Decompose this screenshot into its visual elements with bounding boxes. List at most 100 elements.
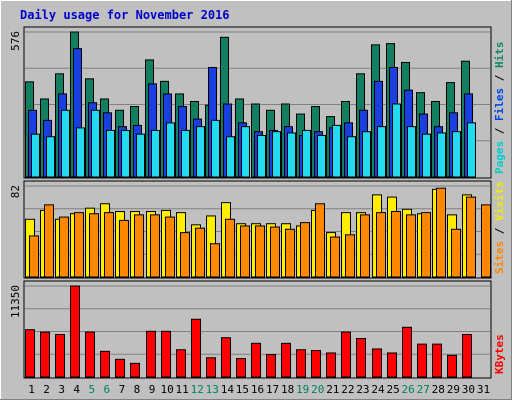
x-tick-label: 14 [221,383,235,396]
bar-kbytes-24 [372,348,382,378]
x-tick-label: 26 [402,383,415,396]
bar-kbytes-3 [55,334,65,378]
bar-pages-7 [121,129,130,178]
bar-sites-5 [89,213,99,278]
bar-pages-5 [91,109,100,178]
bar-pages-6 [106,129,115,178]
bar-sites-18 [285,228,295,278]
x-tick-label: 31 [477,383,490,396]
x-tick-label: 1 [28,383,35,396]
legend-entry: Files [493,88,506,121]
x-tick-label: 12 [191,383,204,396]
bar-sites-21 [330,236,340,278]
chart-title: Daily usage for November 2016 [20,8,230,22]
bar-pages-19 [302,129,311,178]
bar-kbytes-28 [432,343,442,378]
chart-panels: 576 Pages / Files / Hits 82 Sites / Visits 1… [9,26,506,379]
bar-kbytes-27 [417,343,427,378]
x-tick-label: 10 [160,383,173,396]
bar-pages-26 [407,126,416,178]
x-tick-label: 22 [341,383,354,396]
bar-kbytes-29 [447,354,457,378]
bar-pages-22 [347,136,356,178]
x-tick-label: 2 [43,383,50,396]
x-tick-label: 8 [134,383,141,396]
bar-kbytes-20 [311,350,321,378]
bar-pages-13 [211,119,220,178]
x-tick-label: 6 [104,383,111,396]
bar-pages-28 [437,132,446,178]
bar-sites-26 [406,214,416,278]
bar-pages-11 [181,129,190,178]
bar-sites-13 [210,243,220,278]
bar-sites-15 [240,225,250,278]
bar-sites-17 [270,226,280,278]
x-tick-label: 28 [432,383,445,396]
bar-kbytes-15 [236,358,246,378]
legend-entry: / [493,68,506,88]
bar-sites-11 [180,232,190,278]
legend-entry: Visits [493,181,506,221]
bar-sites-1 [29,235,39,278]
bar-pages-12 [196,126,205,178]
x-tick-label: 24 [371,383,385,396]
legend-hits-files-pages: Pages / Files / Hits [493,42,506,175]
bar-sites-27 [421,212,431,278]
bar-sites-24 [376,212,386,278]
panel-visits-sites: 82 Sites / Visits [9,180,506,279]
x-tick-label: 9 [149,383,156,396]
bar-kbytes-13 [206,357,216,378]
bar-sites-4 [74,212,84,278]
bar-pages-15 [241,126,250,178]
x-tick-label: 5 [88,383,95,396]
bar-pages-27 [422,133,431,178]
x-tick-label: 7 [119,383,126,396]
bar-kbytes-16 [251,342,261,378]
x-tick-label: 4 [73,383,80,396]
x-tick-label: 30 [462,383,475,396]
bar-kbytes-7 [115,358,125,378]
legend-kbytes: KBytes [493,334,506,374]
bar-kbytes-9 [146,330,156,378]
bar-kbytes-18 [281,342,291,378]
panel-kbytes: 11350 KBytes [9,280,506,379]
bar-sites-7 [119,219,129,278]
series-kbytes [25,285,472,378]
bar-kbytes-10 [161,330,171,378]
bar-sites-19 [300,222,310,278]
bar-kbytes-17 [266,354,276,378]
bar-sites-2 [44,204,54,278]
bar-kbytes-1 [25,329,35,378]
bar-sites-23 [360,214,370,278]
bar-pages-16 [257,134,266,178]
x-tick-label: 19 [296,383,309,396]
bar-pages-1 [31,133,40,178]
bar-pages-24 [377,126,386,178]
bar-kbytes-19 [296,349,306,378]
y-max-label: 82 [9,185,22,198]
legend-visits-sites: Sites / Visits [493,181,506,274]
x-tick-label: 16 [251,383,264,396]
bar-sites-12 [195,227,205,278]
bar-kbytes-21 [326,352,336,378]
x-tick-label: 3 [58,383,65,396]
bar-kbytes-25 [387,352,397,378]
legend-entry: / [493,221,506,241]
bar-sites-30 [466,196,476,278]
legend-entry: KBytes [493,334,506,374]
bar-sites-28 [436,187,446,278]
bar-pages-14 [226,136,235,178]
x-tick-label: 15 [236,383,249,396]
bar-pages-21 [332,124,341,178]
x-tick-label: 20 [311,383,324,396]
bar-kbytes-6 [100,350,110,378]
bar-pages-30 [467,122,476,178]
x-axis: 1 2 3 4 5 6 7 8 9 10 11 12 13 14 15 16 17 18 19 20 21 22 23 24 2… [28,383,490,396]
legend-entry: / [493,121,506,141]
bar-pages-9 [151,129,160,178]
bar-sites-22 [345,234,355,278]
bar-sites-8 [134,214,144,278]
bar-pages-4 [76,127,85,178]
y-max-label: 11350 [9,285,22,318]
